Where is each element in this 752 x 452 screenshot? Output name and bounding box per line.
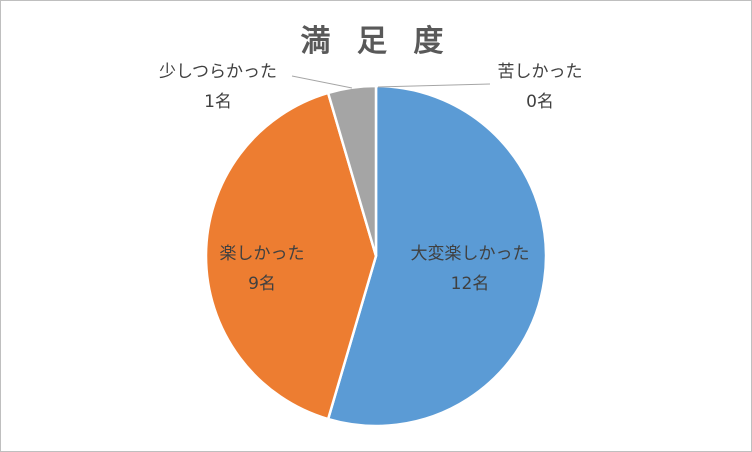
slice-label: 大変楽しかった — [411, 244, 530, 264]
slice-value-label: 1名 — [204, 92, 232, 112]
leader-line — [377, 83, 491, 88]
leader-line — [291, 75, 353, 89]
slice-value-label: 12名 — [451, 274, 490, 294]
slice-label: 苦しかった — [498, 62, 583, 82]
chart-title: 満 足 度 — [300, 24, 452, 59]
slice-value-label: 0名 — [526, 92, 554, 112]
pie-slice — [326, 84, 548, 428]
slice-label: 少しつらかった — [159, 62, 277, 82]
slice-value-label: 9名 — [248, 274, 276, 294]
pie-slice — [204, 91, 378, 421]
slice-label: 楽しかった — [220, 244, 305, 264]
